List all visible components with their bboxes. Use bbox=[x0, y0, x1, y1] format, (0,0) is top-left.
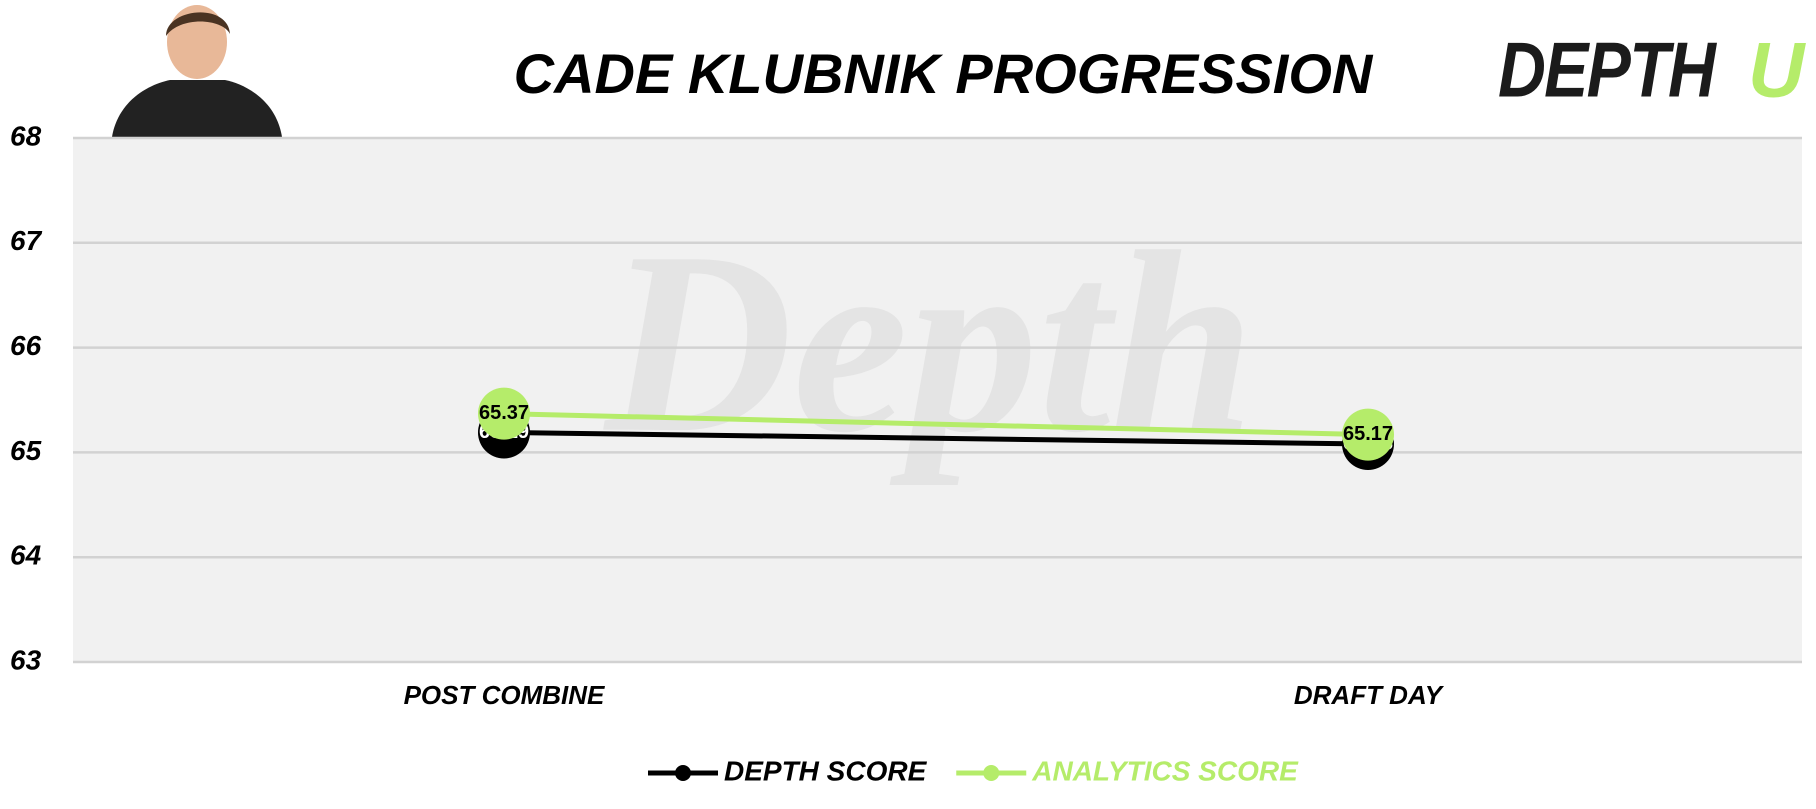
data-point bbox=[478, 387, 530, 440]
y-tick-label: 64 bbox=[10, 540, 42, 571]
y-tick-label: 63 bbox=[10, 644, 42, 675]
y-tick-label: 65 bbox=[10, 435, 42, 466]
data-label: 65.37 bbox=[479, 402, 529, 424]
y-tick-label: 66 bbox=[10, 330, 42, 361]
logo: DEPTH U bbox=[1498, 26, 1806, 114]
logo-accent: U bbox=[1748, 26, 1806, 114]
series-line bbox=[503, 411, 1369, 438]
data-point bbox=[1342, 408, 1394, 461]
x-tick-label: POST COMBINE bbox=[404, 680, 605, 710]
legend-label: ANALYTICS SCORE bbox=[1031, 755, 1299, 786]
legend-label: DEPTH SCORE bbox=[724, 755, 928, 786]
player-photo bbox=[112, 0, 282, 137]
series-line bbox=[503, 429, 1369, 447]
logo-main: DEPTH bbox=[1498, 27, 1717, 114]
plot-background bbox=[73, 138, 1802, 662]
y-tick-label: 68 bbox=[10, 120, 42, 151]
y-tick-label: 67 bbox=[10, 225, 43, 256]
x-tick-label: DRAFT DAY bbox=[1294, 680, 1445, 710]
legend-marker bbox=[983, 765, 1000, 781]
data-label: 65.17 bbox=[1343, 423, 1393, 445]
legend-marker bbox=[675, 765, 691, 781]
chart-title: CADE KLUBNIK PROGRESSION bbox=[514, 42, 1374, 105]
